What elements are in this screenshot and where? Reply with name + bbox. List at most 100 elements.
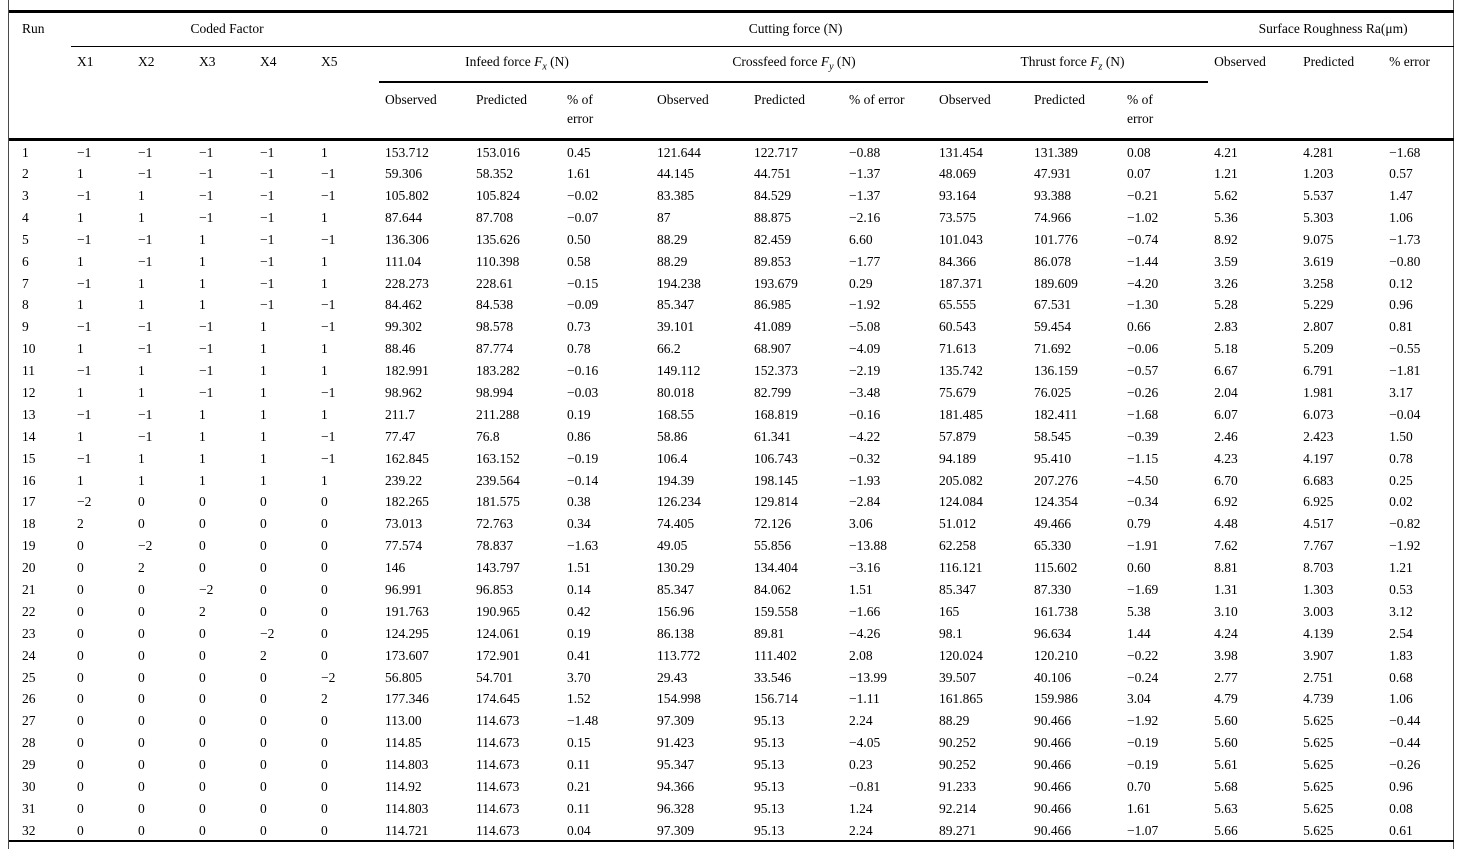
cell-fx-predicted: 78.837	[476, 538, 514, 554]
cell-fy-predicted: 95.13	[754, 800, 785, 816]
cell-fx-predicted: 98.578	[476, 319, 514, 335]
cell-fx-predicted: 98.994	[476, 384, 514, 400]
col-header-x5: X5	[321, 54, 338, 70]
cell-ra-observed: 2.77	[1214, 669, 1238, 685]
cell-fz-observed: 73.575	[939, 209, 977, 225]
cell-fz-predicted: 95.410	[1034, 450, 1072, 466]
col-header-fz-pct-error: % of error	[1127, 92, 1154, 126]
col-header-fy-observed: Observed	[657, 92, 709, 108]
cell-fz-pct-error: −1.92	[1127, 713, 1159, 729]
cell-x1: −2	[77, 494, 92, 510]
cell-ra-pct-error: 1.83	[1389, 647, 1413, 663]
cell-fy-observed: 130.29	[657, 560, 695, 576]
cell-x1: 1	[77, 209, 84, 225]
cell-fx-observed: 124.295	[385, 625, 429, 641]
cell-fx-observed: 59.306	[385, 166, 423, 182]
cell-run: 30	[22, 779, 36, 794]
cell-fx-pct-error: 0.73	[567, 319, 591, 335]
cell-fy-pct-error: −13.99	[849, 669, 888, 685]
cell-fy-predicted: 95.13	[754, 757, 785, 773]
thrust-symbol: F	[1090, 54, 1099, 70]
cell-x4: −1	[260, 166, 275, 182]
cell-fz-pct-error: 5.38	[1127, 603, 1151, 619]
cell-x2: 0	[138, 822, 145, 838]
cell-x1: 0	[77, 625, 84, 641]
cell-fy-observed: 39.101	[657, 319, 695, 335]
cell-x3: 0	[199, 822, 206, 838]
cell-fx-predicted: 114.673	[476, 779, 520, 794]
cell-fz-observed: 161.865	[939, 691, 983, 707]
cell-x4: 0	[260, 603, 267, 619]
cell-run: 19	[22, 538, 36, 554]
cell-ra-pct-error: 0.96	[1389, 297, 1413, 313]
cell-fz-pct-error: 0.07	[1127, 166, 1151, 182]
cell-x1: −1	[77, 144, 92, 160]
table-row: 8 1 1 1 −1 −1 84.462 84.538 −0.09 85.347 86.985 −1.…	[9, 293, 1454, 315]
cell-ra-observed: 6.92	[1214, 494, 1238, 510]
cell-ra-pct-error: −0.82	[1389, 516, 1421, 532]
cell-fy-pct-error: 0.29	[849, 275, 873, 291]
cell-fy-pct-error: 2.24	[849, 822, 873, 838]
cell-fy-observed: 121.644	[657, 144, 701, 160]
group-header-coded-factor: Coded Factor	[71, 11, 380, 48]
cell-fy-predicted: 193.679	[754, 275, 798, 291]
cell-x4: 1	[260, 406, 267, 422]
cell-fy-pct-error: −2.16	[849, 209, 881, 225]
cell-x5: 1	[321, 472, 328, 488]
table-row: 23 0 0 0 −2 0 124.295 124.061 0.19 86.138 89.81 −4.…	[9, 622, 1454, 644]
cell-ra-predicted: 1.981	[1303, 384, 1334, 400]
cell-x1: 0	[77, 800, 84, 816]
cell-x5: 1	[321, 253, 328, 269]
cell-fy-predicted: 111.402	[754, 647, 797, 663]
cell-x3: 0	[199, 757, 206, 773]
cell-run: 22	[22, 603, 36, 619]
cell-x5: 1	[321, 341, 328, 357]
cell-fx-observed: 73.013	[385, 516, 423, 532]
cell-fy-observed: 88.29	[657, 253, 688, 269]
cell-ra-pct-error: 0.57	[1389, 166, 1413, 182]
col-header-fz-observed: Observed	[939, 92, 991, 108]
table-row: 17 −2 0 0 0 0 182.265 181.575 0.38 126.234 129.814…	[9, 490, 1454, 512]
cell-fy-pct-error: −0.16	[849, 406, 881, 422]
cell-fz-pct-error: −1.30	[1127, 297, 1159, 313]
cell-fx-predicted: 58.352	[476, 166, 514, 182]
cell-run: 6	[22, 253, 29, 269]
cell-fx-pct-error: 0.11	[567, 757, 591, 773]
cell-fy-predicted: 89.853	[754, 253, 792, 269]
cell-fy-pct-error: −0.81	[849, 779, 881, 794]
cell-ra-predicted: 4.281	[1303, 144, 1334, 160]
group-header-infeed-force: Infeed force Fx (N)	[379, 46, 652, 84]
cell-x4: 0	[260, 779, 267, 794]
cell-ra-pct-error: −0.44	[1389, 713, 1421, 729]
cell-x3: 1	[199, 450, 206, 466]
cell-x2: 0	[138, 669, 145, 685]
cell-fz-predicted: 161.738	[1034, 603, 1078, 619]
cell-fx-predicted: 239.564	[476, 472, 520, 488]
cell-fz-predicted: 58.545	[1034, 428, 1072, 444]
cell-fx-pct-error: 1.61	[567, 166, 591, 182]
cell-fx-predicted: 114.673	[476, 757, 520, 773]
cell-fy-pct-error: −1.11	[849, 691, 880, 707]
cell-fx-pct-error: 0.38	[567, 494, 591, 510]
cell-ra-pct-error: 1.50	[1389, 428, 1413, 444]
col-header-x4: X4	[260, 54, 277, 70]
cell-ra-predicted: 6.925	[1303, 494, 1334, 510]
cell-fz-observed: 75.679	[939, 384, 977, 400]
cell-x5: −1	[321, 319, 336, 335]
cell-x2: 0	[138, 603, 145, 619]
cell-fx-pct-error: 0.21	[567, 779, 591, 794]
cell-ra-pct-error: 0.78	[1389, 450, 1413, 466]
cell-fx-observed: 88.46	[385, 341, 416, 357]
cell-ra-observed: 5.28	[1214, 297, 1238, 313]
table-body: 1 −1 −1 −1 −1 1 153.712 153.016 0.45 121.644 122.7…	[9, 139, 1455, 841]
cell-fx-pct-error: −1.48	[567, 713, 599, 729]
cell-x4: 0	[260, 560, 267, 576]
cell-fx-pct-error: 0.41	[567, 647, 591, 663]
cell-x1: 1	[77, 166, 84, 182]
results-table: Run Coded Factor Cutting force (N) Surfa…	[9, 10, 1455, 842]
cell-fx-pct-error: 0.42	[567, 603, 591, 619]
cell-x2: 0	[138, 713, 145, 729]
cell-x1: 0	[77, 560, 84, 576]
cell-fz-predicted: 96.634	[1034, 625, 1072, 641]
cell-x3: 1	[199, 297, 206, 313]
